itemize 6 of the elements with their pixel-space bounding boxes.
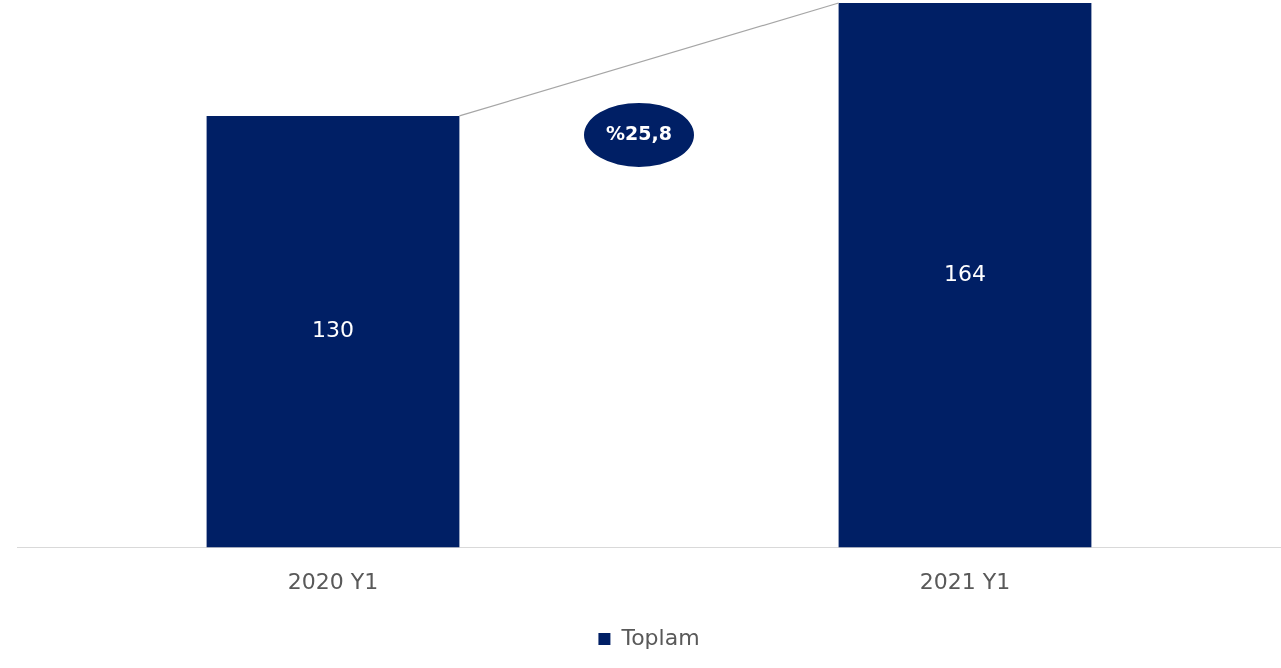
legend-label: Toplam [620, 624, 700, 650]
annotation: %25,8 [606, 121, 672, 144]
data-label: 164 [944, 261, 986, 287]
data-label: 130 [312, 317, 354, 343]
x-tick-label: 2021 Y1 [919, 568, 1011, 594]
x-tick-label: 2020 Y1 [287, 568, 379, 594]
